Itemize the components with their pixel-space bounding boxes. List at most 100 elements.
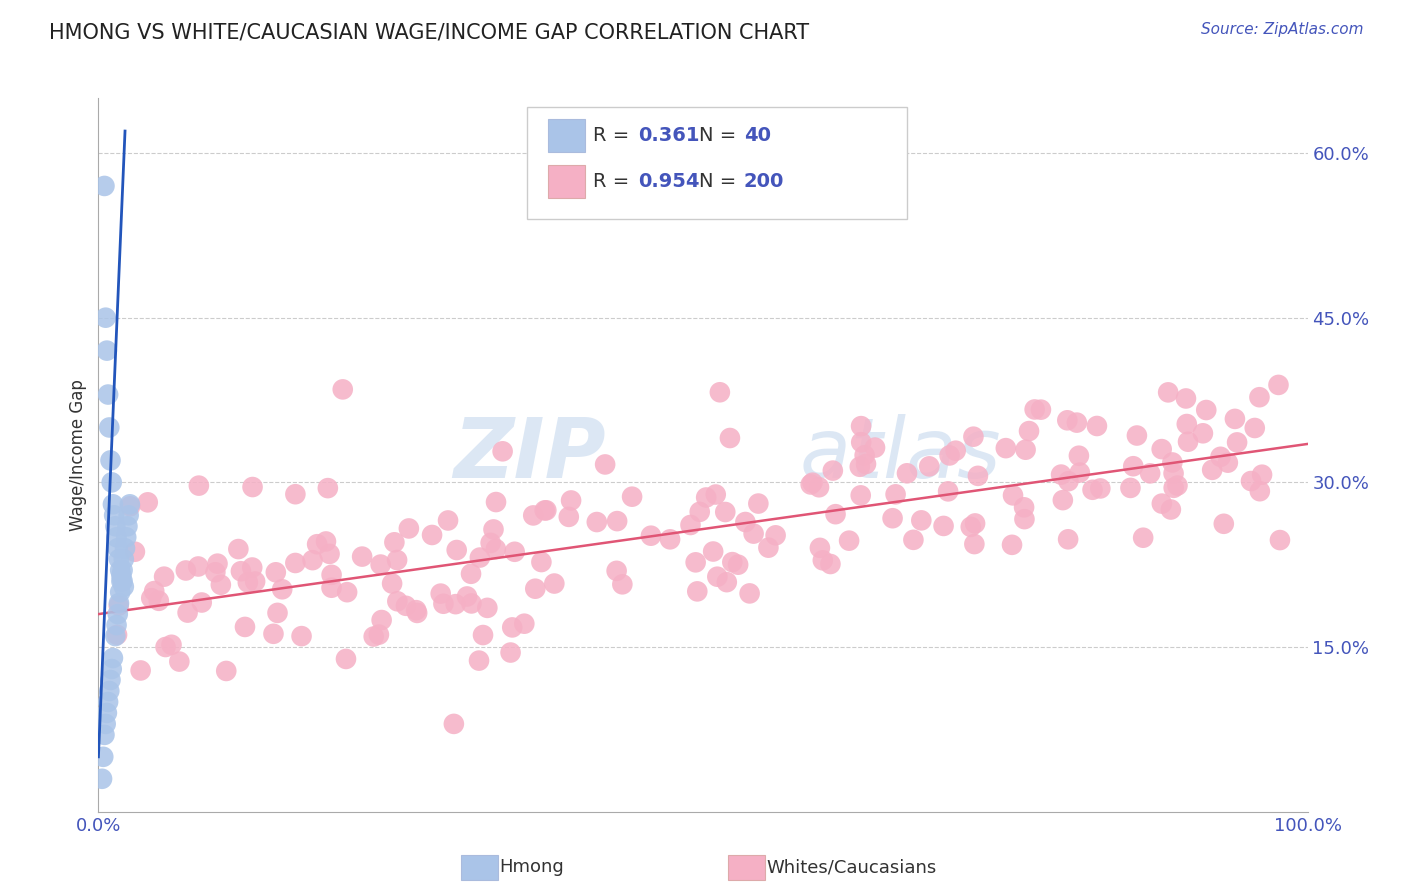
Point: [853, 448, 876, 462]
Text: N =: N =: [699, 126, 742, 145]
Point: [174, 564, 197, 578]
Point: [903, 533, 925, 547]
Point: [1050, 467, 1073, 482]
Point: [100, 453, 122, 467]
Point: [209, 578, 232, 592]
Point: [100, 475, 122, 490]
Point: [468, 550, 491, 565]
Point: [108, 563, 131, 577]
Point: [543, 576, 565, 591]
Point: [1018, 424, 1040, 438]
Point: [679, 518, 702, 533]
Point: [838, 533, 860, 548]
Point: [1201, 463, 1223, 477]
Point: [112, 580, 135, 594]
Point: [585, 515, 607, 529]
Point: [1226, 435, 1249, 450]
Point: [263, 627, 285, 641]
Point: [1195, 403, 1218, 417]
Point: [938, 449, 960, 463]
Point: [695, 491, 717, 505]
Point: [1209, 450, 1232, 464]
Point: [1085, 419, 1108, 434]
Point: [524, 582, 547, 596]
Point: [959, 520, 981, 534]
Point: [884, 487, 907, 501]
Point: [108, 552, 131, 566]
Point: [155, 640, 177, 654]
Point: [686, 584, 709, 599]
Point: [477, 600, 499, 615]
Point: [967, 468, 990, 483]
Point: [824, 507, 846, 521]
Point: [718, 431, 741, 445]
Point: [896, 467, 918, 481]
Point: [160, 638, 183, 652]
Point: [801, 475, 824, 490]
Point: [1157, 385, 1180, 400]
Point: [120, 500, 142, 514]
Point: [1029, 402, 1052, 417]
Point: [381, 576, 404, 591]
Point: [243, 574, 266, 589]
Point: [501, 620, 523, 634]
Point: [468, 654, 491, 668]
Point: [94, 310, 117, 325]
Point: [204, 565, 226, 579]
Point: [706, 570, 728, 584]
Point: [307, 537, 329, 551]
Point: [271, 582, 294, 597]
Point: [112, 552, 135, 566]
Text: R =: R =: [593, 126, 636, 145]
Point: [91, 772, 114, 786]
Point: [485, 495, 508, 509]
Point: [716, 575, 738, 590]
Point: [1012, 500, 1035, 515]
Point: [370, 558, 392, 572]
Text: N =: N =: [699, 172, 742, 191]
Point: [107, 607, 129, 621]
Point: [851, 435, 873, 450]
Point: [811, 553, 834, 567]
Point: [962, 430, 984, 444]
Point: [863, 441, 886, 455]
Point: [395, 599, 418, 613]
Point: [1014, 512, 1036, 526]
Point: [606, 514, 628, 528]
Point: [108, 585, 131, 599]
Point: [187, 559, 209, 574]
Point: [1069, 466, 1091, 480]
Text: Hmong: Hmong: [499, 858, 564, 876]
Point: [105, 530, 128, 544]
Text: 40: 40: [744, 126, 770, 145]
Point: [606, 564, 628, 578]
Point: [153, 569, 176, 583]
Point: [1150, 442, 1173, 456]
Point: [808, 480, 831, 494]
Point: [1090, 482, 1112, 496]
Point: [118, 508, 141, 523]
Point: [1001, 488, 1024, 502]
Point: [1192, 426, 1215, 441]
Point: [714, 505, 737, 519]
Point: [367, 627, 389, 641]
Point: [107, 599, 129, 613]
Point: [821, 464, 844, 478]
Point: [1163, 481, 1185, 495]
Point: [918, 459, 941, 474]
Point: [405, 603, 427, 617]
Point: [747, 497, 769, 511]
Point: [114, 541, 136, 556]
Point: [110, 568, 132, 582]
Point: [187, 478, 209, 492]
Point: [820, 557, 842, 571]
Point: [945, 443, 967, 458]
Text: atlas: atlas: [800, 415, 1001, 495]
Point: [849, 488, 872, 502]
Point: [111, 574, 134, 589]
Point: [429, 586, 451, 600]
Point: [1056, 413, 1078, 427]
Point: [456, 590, 478, 604]
Point: [932, 519, 955, 533]
Point: [1024, 402, 1046, 417]
